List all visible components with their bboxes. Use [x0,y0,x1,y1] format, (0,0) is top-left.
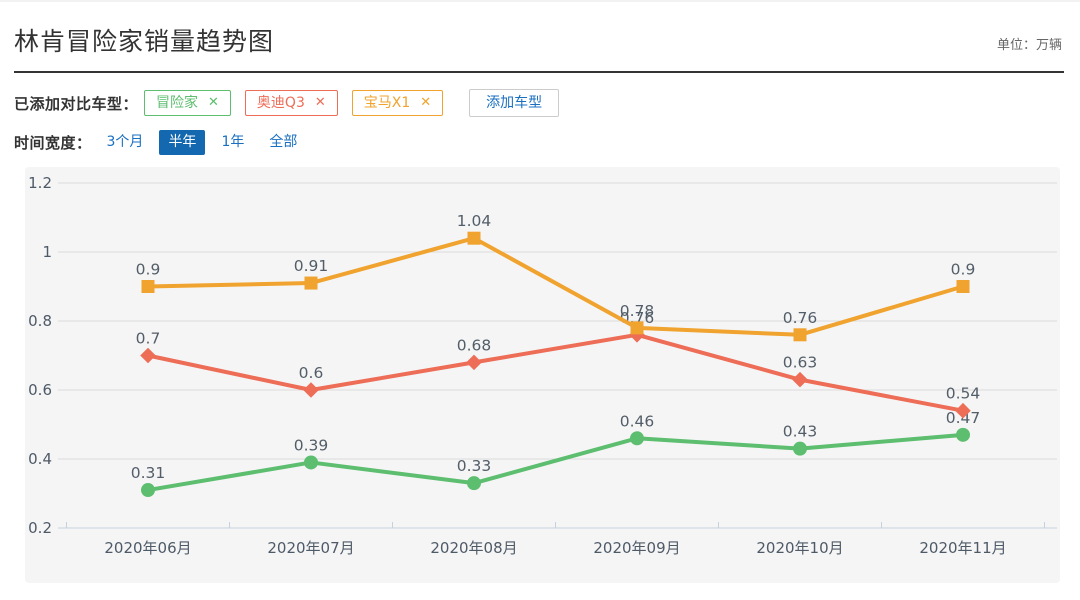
compare-tag: 宝马X1 ✕ [351,90,444,116]
svg-text:1.2: 1.2 [28,174,52,192]
time-bar: 时间宽度： 3个月 半年 1年 全部 [14,130,1064,155]
time-bar-label: 时间宽度： [14,134,92,152]
data-point-label: 0.39 [294,436,329,454]
svg-text:2020年06月: 2020年06月 [104,539,191,557]
time-option[interactable]: 半年 [159,130,206,155]
svg-text:1: 1 [42,243,52,261]
data-point-label: 0.7 [136,330,161,348]
compare-bar-label: 已添加对比车型： [14,94,139,113]
data-point-label: 1.04 [457,212,492,230]
data-point-label: 0.54 [946,385,981,403]
svg-text:2020年08月: 2020年08月 [430,539,517,557]
time-options: 3个月 半年 1年 全部 [98,130,314,155]
data-point-marker [467,476,481,491]
svg-text:2020年07月: 2020年07月 [267,539,354,557]
data-point-marker [140,347,156,364]
data-point-label: 0.63 [783,354,818,372]
data-point-marker [466,354,482,371]
data-point-marker [141,483,155,498]
data-point-marker [792,371,808,388]
data-point-label: 0.9 [951,261,976,279]
svg-text:2020年09月: 2020年09月 [593,539,680,557]
data-point-label: 0.9 [136,261,161,279]
grid-lines: 0.2 0.4 0.6 0.8 1 1.2 [28,174,1057,537]
data-point-label: 0.76 [783,309,818,327]
data-point-marker [141,280,155,293]
svg-text:0.6: 0.6 [28,381,52,399]
data-point-marker [630,431,644,446]
data-point-marker [956,280,970,293]
x-axis-ticks [66,522,1045,528]
data-point-marker [956,427,970,442]
data-point-marker [467,231,481,245]
add-model-button[interactable]: 添加车型 [469,89,560,117]
compare-tag: 冒险家 ✕ [144,90,231,116]
chart-container: 0.2 0.4 0.6 0.8 1 1.2 2020年06月 2020年07月 2020年08月… [25,167,1060,583]
time-option[interactable]: 1年 [221,134,245,150]
compare-tags: 冒险家 ✕ 奥迪Q3 ✕ 宝马X1 ✕ [144,90,444,116]
compare-tag-label: 奥迪Q3 [256,95,305,111]
data-point-marker [303,382,319,398]
data-point-marker [793,328,807,342]
data-point-label: 0.6 [299,364,324,382]
svg-text:0.2: 0.2 [28,519,52,537]
page: 林肯冒险家销量趋势图 单位：万辆 已添加对比车型： 冒险家 ✕ 奥迪Q3 ✕ 宝马X1 ✕… [0,2,1080,583]
compare-tag: 奥迪Q3 ✕ [244,90,338,116]
remove-tag-icon[interactable]: ✕ [208,95,219,110]
data-point-label: 0.43 [783,423,818,441]
page-header: 林肯冒险家销量趋势图 单位：万辆 [14,2,1064,73]
svg-text:2020年11月: 2020年11月 [919,539,1006,557]
remove-tag-icon[interactable]: ✕ [420,95,432,110]
compare-tag-label: 宝马X1 [363,95,411,111]
svg-text:0.8: 0.8 [28,312,52,330]
series-宝马X1: 0.9 0.91 1.04 0.78 0.76 0.9 [136,212,976,342]
series-冒险家: 0.310.390.330.460.430.47 [131,409,980,498]
data-point-label: 0.78 [620,302,655,320]
data-point-label: 0.31 [131,464,166,482]
series-奥迪Q3: 0.7 0.6 0.68 0.76 0.63 0.54 [136,309,981,419]
compare-tag-label: 冒险家 [156,95,199,111]
data-point-marker [955,402,971,419]
compare-bar: 已添加对比车型： 冒险家 ✕ 奥迪Q3 ✕ 宝马X1 ✕ 添加车型 [14,89,1064,117]
time-option[interactable]: 3个月 [106,134,144,150]
data-point-label: 0.46 [620,412,655,430]
svg-text:2020年10月: 2020年10月 [756,539,843,557]
remove-tag-icon[interactable]: ✕ [314,95,326,110]
data-point-label: 0.91 [294,257,329,275]
data-point-marker [630,321,644,335]
unit-label: 单位：万辆 [996,38,1062,53]
sales-trend-chart: 0.2 0.4 0.6 0.8 1 1.2 2020年06月 2020年07月 2020年08月… [28,174,1057,557]
data-point-marker [304,276,318,290]
svg-text:0.4: 0.4 [28,450,52,468]
x-axis-labels: 2020年06月 2020年07月 2020年08月 2020年09月 2020年10月… [104,539,1006,557]
data-point-label: 0.33 [457,457,492,475]
page-title: 林肯冒险家销量趋势图 [14,27,275,56]
data-point-marker [793,441,807,456]
data-point-label: 0.68 [457,336,492,354]
time-option[interactable]: 全部 [269,134,298,150]
data-point-marker [304,455,318,470]
